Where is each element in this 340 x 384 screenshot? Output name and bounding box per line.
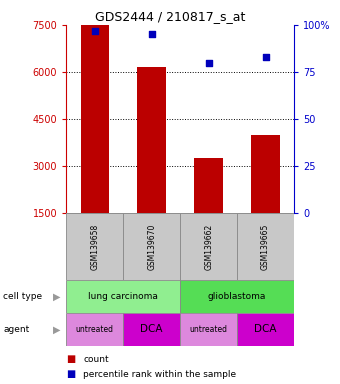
Point <box>263 54 268 60</box>
Text: GSM139670: GSM139670 <box>147 223 156 270</box>
Bar <box>237 313 294 346</box>
Text: GSM139658: GSM139658 <box>90 223 99 270</box>
Text: ■: ■ <box>66 354 75 364</box>
Bar <box>237 213 294 280</box>
Bar <box>66 280 180 313</box>
Bar <box>180 280 294 313</box>
Point <box>149 31 154 37</box>
Text: ▶: ▶ <box>53 324 60 334</box>
Bar <box>123 213 180 280</box>
Text: untreated: untreated <box>190 325 228 334</box>
Text: untreated: untreated <box>76 325 114 334</box>
Text: GSM139662: GSM139662 <box>204 223 213 270</box>
Bar <box>251 135 280 213</box>
Bar <box>81 19 109 213</box>
Text: percentile rank within the sample: percentile rank within the sample <box>83 370 236 379</box>
Point <box>206 60 211 66</box>
Text: GDS2444 / 210817_s_at: GDS2444 / 210817_s_at <box>95 10 245 23</box>
Text: GSM139665: GSM139665 <box>261 223 270 270</box>
Text: DCA: DCA <box>140 324 163 334</box>
Bar <box>66 213 123 280</box>
Point <box>92 28 98 34</box>
Text: ■: ■ <box>66 369 75 379</box>
Text: ▶: ▶ <box>53 291 60 302</box>
Text: lung carcinoma: lung carcinoma <box>88 292 158 301</box>
Bar <box>180 213 237 280</box>
Text: DCA: DCA <box>254 324 277 334</box>
Bar <box>194 158 223 213</box>
Bar <box>180 313 237 346</box>
Text: glioblastoma: glioblastoma <box>208 292 266 301</box>
Text: cell type: cell type <box>3 292 42 301</box>
Text: agent: agent <box>3 325 30 334</box>
Bar <box>123 313 180 346</box>
Bar <box>66 313 123 346</box>
Text: count: count <box>83 354 109 364</box>
Bar <box>137 67 166 213</box>
